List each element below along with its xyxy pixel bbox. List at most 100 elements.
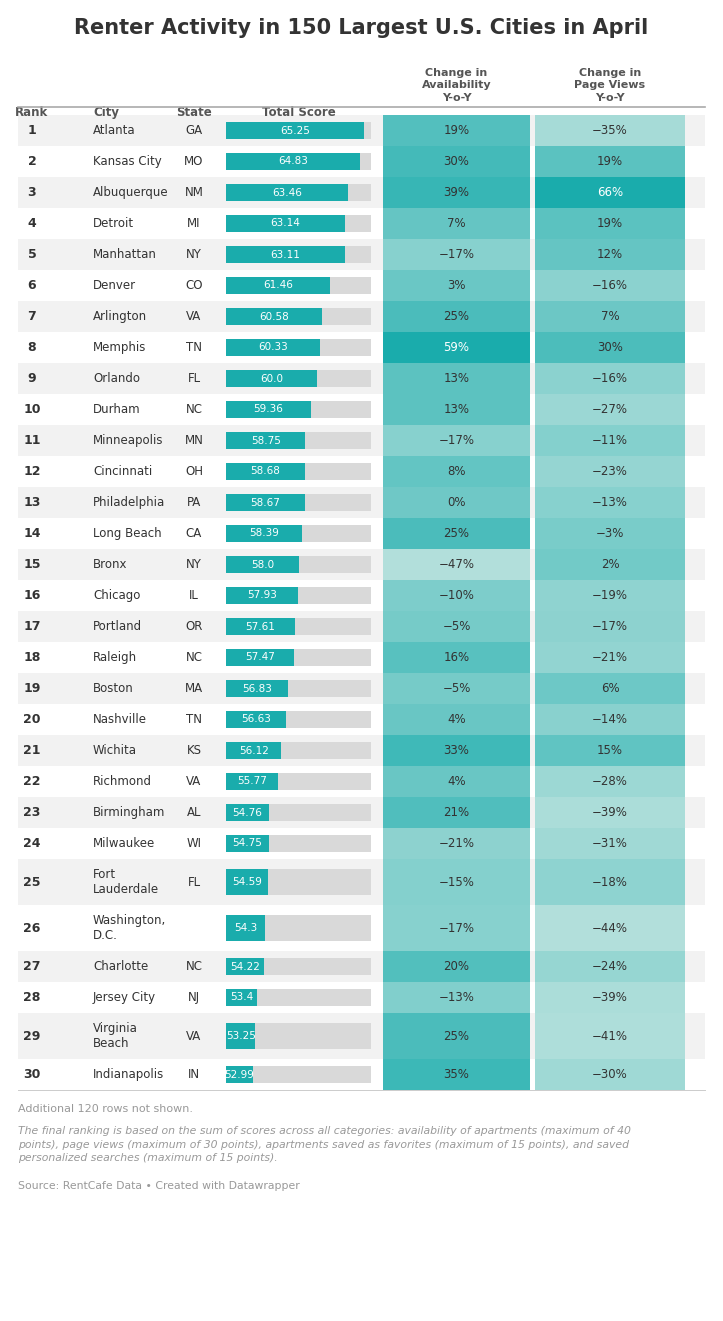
Text: Virginia
Beach: Virginia Beach xyxy=(93,1021,138,1050)
Text: Denver: Denver xyxy=(93,279,136,292)
Bar xyxy=(535,550,685,580)
Text: 55.77: 55.77 xyxy=(237,777,267,786)
Bar xyxy=(535,734,685,766)
Text: IL: IL xyxy=(189,589,199,602)
Bar xyxy=(226,742,281,760)
Text: State: State xyxy=(176,106,212,119)
Bar xyxy=(226,773,371,790)
Text: −17%: −17% xyxy=(592,620,628,633)
Text: VA: VA xyxy=(187,310,202,324)
Text: 2: 2 xyxy=(27,155,36,168)
Bar xyxy=(18,425,705,456)
Text: −17%: −17% xyxy=(439,248,474,262)
Bar xyxy=(535,859,685,905)
Text: −16%: −16% xyxy=(592,373,628,384)
Text: 19%: 19% xyxy=(443,124,469,137)
Bar xyxy=(226,989,257,1007)
Text: 26: 26 xyxy=(23,922,40,934)
Text: Wichita: Wichita xyxy=(93,744,137,757)
Bar xyxy=(226,803,269,822)
Text: Orlando: Orlando xyxy=(93,373,140,384)
Text: 27: 27 xyxy=(23,960,40,974)
Text: 60.33: 60.33 xyxy=(258,342,288,353)
Text: −16%: −16% xyxy=(592,279,628,292)
Text: 13%: 13% xyxy=(443,403,469,416)
Bar xyxy=(18,269,705,301)
Bar xyxy=(18,363,705,394)
Bar xyxy=(535,425,685,456)
Text: FL: FL xyxy=(187,373,200,384)
Bar xyxy=(18,642,705,672)
Text: 4%: 4% xyxy=(448,775,466,789)
Text: 64.83: 64.83 xyxy=(278,156,308,166)
Text: 29: 29 xyxy=(23,1029,40,1042)
Bar xyxy=(18,704,705,734)
Bar xyxy=(226,869,268,894)
Text: 52.99: 52.99 xyxy=(225,1070,254,1079)
Bar xyxy=(18,332,705,363)
Text: −19%: −19% xyxy=(592,589,628,602)
Bar xyxy=(226,587,371,604)
Text: Chicago: Chicago xyxy=(93,589,140,602)
Bar xyxy=(18,828,705,859)
Text: −28%: −28% xyxy=(592,775,628,789)
Text: 30%: 30% xyxy=(597,341,623,354)
Text: 56.12: 56.12 xyxy=(239,745,269,756)
Bar xyxy=(226,370,317,387)
Bar xyxy=(18,797,705,828)
Text: MA: MA xyxy=(185,682,203,695)
Text: 58.0: 58.0 xyxy=(251,560,274,569)
Bar xyxy=(226,989,371,1007)
Bar xyxy=(226,308,322,325)
Text: 2%: 2% xyxy=(601,557,620,571)
Bar xyxy=(226,370,371,387)
Bar xyxy=(535,115,685,147)
Bar xyxy=(226,1024,255,1049)
Text: MN: MN xyxy=(184,435,203,446)
Text: 18: 18 xyxy=(23,651,40,664)
Bar xyxy=(535,177,685,207)
Text: Fort
Lauderdale: Fort Lauderdale xyxy=(93,868,159,896)
Bar xyxy=(535,797,685,828)
Bar xyxy=(18,734,705,766)
Text: Additional 120 rows not shown.: Additional 120 rows not shown. xyxy=(18,1104,193,1114)
Text: GA: GA xyxy=(185,124,202,137)
Bar xyxy=(226,494,371,511)
Text: 6%: 6% xyxy=(601,682,620,695)
Bar xyxy=(535,580,685,612)
Text: Charlotte: Charlotte xyxy=(93,960,148,974)
Text: OR: OR xyxy=(185,620,202,633)
Text: −47%: −47% xyxy=(439,557,474,571)
Text: −23%: −23% xyxy=(592,465,628,478)
Bar xyxy=(535,982,685,1013)
Text: TN: TN xyxy=(186,713,202,727)
Bar xyxy=(18,177,705,207)
Bar xyxy=(226,587,298,604)
Text: 5: 5 xyxy=(27,248,36,262)
Text: Rank: Rank xyxy=(15,106,48,119)
Text: NY: NY xyxy=(186,557,202,571)
Bar xyxy=(535,905,685,951)
Text: 35%: 35% xyxy=(444,1067,469,1081)
Text: 60.58: 60.58 xyxy=(259,312,288,321)
Bar xyxy=(535,301,685,332)
Bar xyxy=(535,951,685,982)
Text: 30%: 30% xyxy=(444,155,469,168)
Text: −14%: −14% xyxy=(592,713,628,727)
Bar xyxy=(226,869,371,894)
Text: 24: 24 xyxy=(23,838,40,849)
Bar xyxy=(18,859,705,905)
Text: 60.0: 60.0 xyxy=(260,374,283,383)
Bar xyxy=(226,524,302,542)
Text: NY: NY xyxy=(186,248,202,262)
Text: Cincinnati: Cincinnati xyxy=(93,465,153,478)
Bar xyxy=(383,207,530,239)
Bar xyxy=(226,711,286,728)
Text: Total Score: Total Score xyxy=(262,106,335,119)
Text: 58.39: 58.39 xyxy=(249,528,279,539)
Bar xyxy=(226,680,288,697)
Bar xyxy=(535,518,685,550)
Bar xyxy=(226,308,371,325)
Text: NC: NC xyxy=(186,960,202,974)
Bar xyxy=(383,518,530,550)
